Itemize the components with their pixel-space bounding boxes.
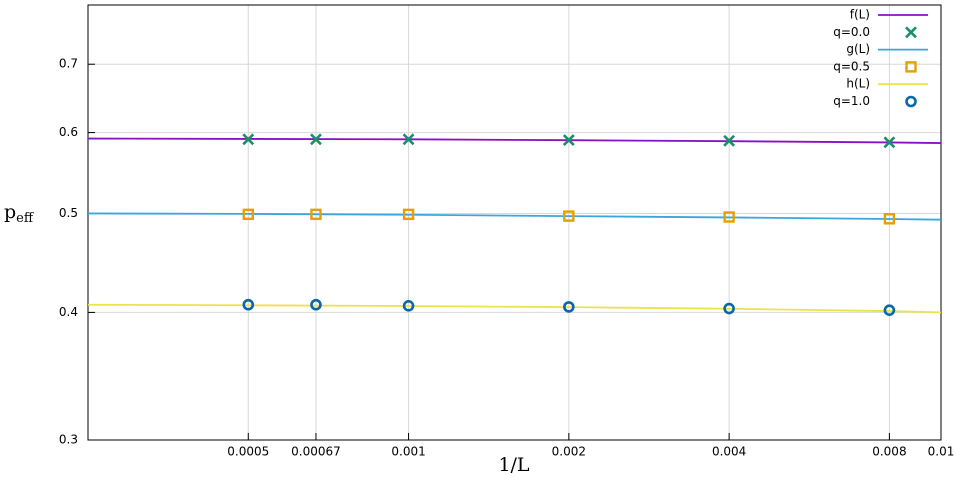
y-tick-label: 0.6 [59, 125, 78, 139]
y-axis-label-main: p [4, 201, 16, 223]
circle-marker [563, 301, 575, 313]
legend-label: f(L) [850, 8, 870, 22]
x-tick-label: 0.008 [872, 445, 906, 459]
y-tick-label: 0.5 [59, 206, 78, 220]
x-marker [562, 134, 575, 146]
x-tick-label: 0.002 [552, 445, 586, 459]
legend-label: g(L) [846, 42, 870, 56]
circle-marker [402, 300, 415, 312]
x-tick-label: 0.0005 [227, 445, 269, 459]
grid [88, 5, 942, 441]
legend-label: q=0.0 [833, 25, 870, 39]
series-line [87, 303, 942, 314]
y-axis-label-sub: eff [16, 211, 35, 226]
x-marker [310, 133, 322, 146]
x-tick-label: 0.01 [928, 445, 955, 459]
square-marker [883, 213, 896, 225]
y-tick-label: 0.7 [59, 57, 78, 71]
series-line [87, 212, 942, 221]
x-tick-label: 0.004 [712, 445, 746, 459]
square-marker [242, 208, 254, 221]
square-marker [905, 61, 917, 73]
x-tick-label: 0.00067 [291, 445, 341, 459]
legend-label: q=1.0 [833, 94, 870, 108]
circle-marker [883, 304, 896, 317]
plot-frame [87, 4, 942, 441]
x-axis-label: 1/L [498, 454, 529, 476]
x-tick-label: 0.001 [391, 445, 425, 459]
square-marker [723, 211, 735, 223]
x-marker [242, 133, 255, 146]
square-marker [402, 208, 415, 221]
square-marker [563, 210, 575, 222]
legend-label: q=0.5 [833, 59, 870, 73]
circle-marker [242, 298, 255, 311]
x-marker [905, 26, 917, 39]
x-marker [883, 136, 896, 149]
y-tick-label: 0.4 [59, 305, 78, 319]
x-marker [402, 133, 415, 146]
x-marker [723, 134, 736, 147]
y-axis-label: peff [4, 201, 35, 226]
legend-label: h(L) [846, 77, 870, 91]
circle-marker [905, 95, 917, 108]
series-line [87, 137, 942, 144]
circle-marker [310, 298, 322, 311]
square-marker [310, 208, 322, 221]
y-tick-label: 0.3 [59, 433, 78, 447]
circle-marker [723, 302, 735, 315]
